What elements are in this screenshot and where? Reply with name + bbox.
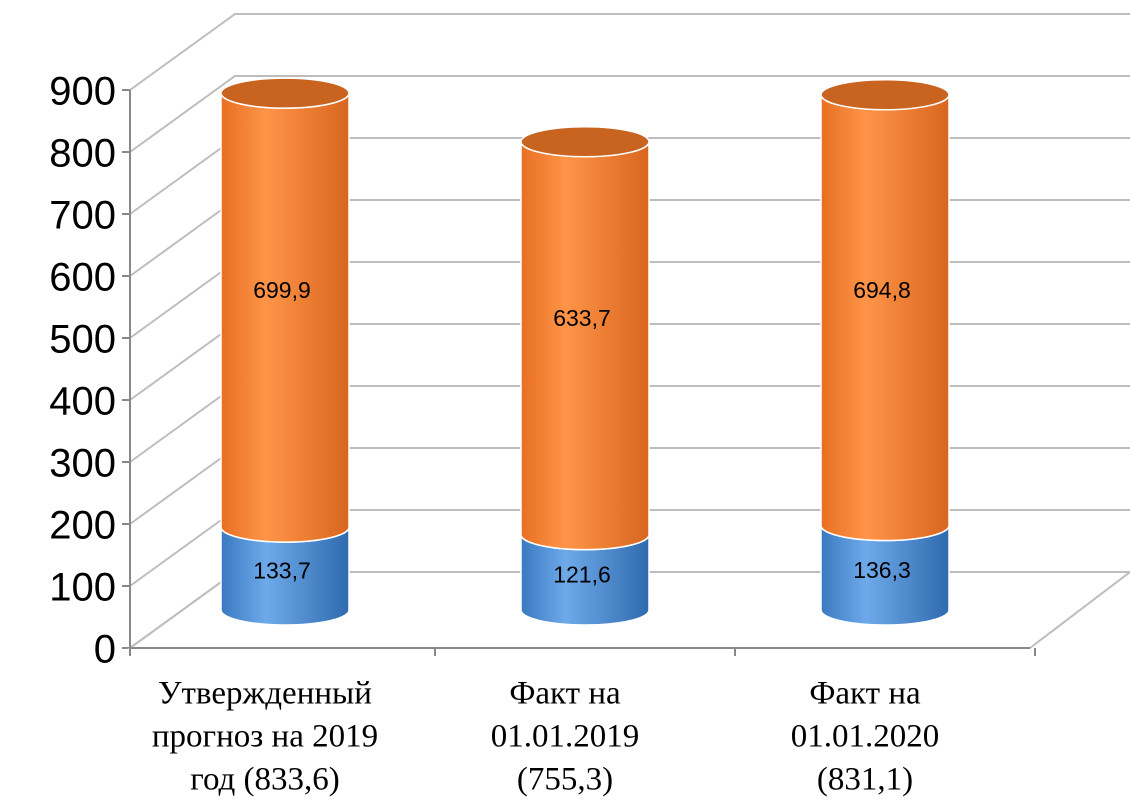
grid-line bbox=[129, 75, 1130, 153]
x-tick-label: год (833,6) bbox=[190, 762, 340, 798]
y-tick-label: 0 bbox=[94, 628, 116, 672]
value-label: 694,8 bbox=[853, 277, 911, 303]
y-tick-label: 900 bbox=[49, 70, 116, 114]
cylinder-top bbox=[520, 125, 650, 158]
x-tick-label: (831,1) bbox=[817, 762, 913, 798]
value-label: 699,9 bbox=[253, 277, 311, 303]
labels: 0 100 200 300 400 500 600 700 800 900 133,7 699,9 Ут… bbox=[49, 70, 939, 798]
cylinder-top bbox=[220, 77, 350, 109]
value-label: 133,7 bbox=[253, 558, 311, 584]
y-tick-label: 500 bbox=[49, 318, 116, 362]
x-tick-label: Факт на bbox=[509, 676, 621, 712]
x-tick-label: Факт на bbox=[809, 676, 921, 712]
value-label: 136,3 bbox=[853, 557, 911, 583]
cylinder-segment bbox=[520, 141, 650, 551]
floor bbox=[126, 90, 1130, 656]
x-tick-label: 01.01.2019 bbox=[491, 719, 640, 755]
y-tick-label: 200 bbox=[49, 504, 116, 548]
y-tick-label: 800 bbox=[49, 132, 116, 176]
y-tick-label: 100 bbox=[49, 566, 116, 610]
x-tick-label: (755,3) bbox=[517, 762, 613, 798]
x-tick-label: 01.01.2020 bbox=[791, 719, 940, 755]
value-label: 121,6 bbox=[553, 561, 611, 587]
y-tick-label: 600 bbox=[49, 256, 116, 300]
grid-line bbox=[129, 13, 1130, 91]
y-tick-label: 300 bbox=[49, 442, 116, 486]
value-label: 633,7 bbox=[553, 305, 611, 331]
cylinder-segment bbox=[220, 93, 350, 543]
cylinder-segment bbox=[820, 94, 950, 542]
y-tick-label: 400 bbox=[49, 380, 116, 424]
cylinder-top bbox=[820, 78, 950, 111]
y-tick-label: 700 bbox=[49, 194, 116, 238]
x-tick-label: прогноз на 2019 bbox=[152, 719, 378, 755]
bars bbox=[220, 77, 950, 626]
x-tick-label: Утвержденный bbox=[158, 676, 372, 712]
